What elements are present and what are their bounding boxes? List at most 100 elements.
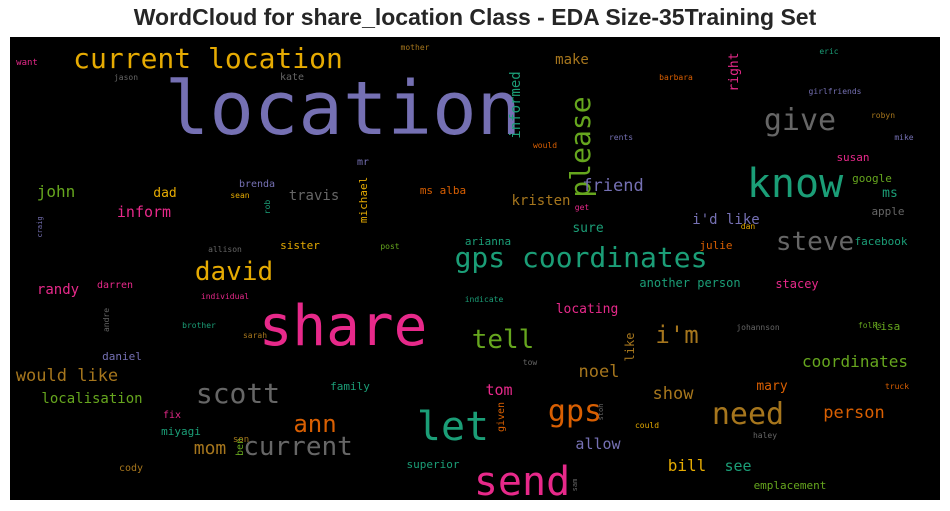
word-cody: cody [119,463,143,474]
word-sister: sister [280,239,320,252]
word-facebook: facebook [855,235,908,248]
word-mother: mother [401,43,430,52]
word-michael: michael [357,177,370,223]
word-ann: ann [293,410,336,438]
word-girlfriends: girlfriends [809,87,862,96]
word-give: give [764,103,836,138]
word-brother: brother [182,321,216,330]
word-craig: craig [36,216,44,237]
word-let: let [417,404,489,450]
word-allow: allow [575,435,621,453]
word-right: right [727,52,742,91]
word-mom: mom [194,438,227,459]
word-scott: scott [196,377,280,410]
word-allison: allison [208,245,242,254]
word-rents: rents [609,133,633,142]
word-sean: sean [230,191,249,200]
word-would: would [533,141,557,150]
word-superior: superior [407,458,460,471]
word-indicate: indicate [465,295,504,304]
word-want: want [16,58,38,68]
word-steve: steve [776,227,854,257]
word-julie: julie [699,239,732,252]
word-tell: tell [472,325,535,355]
word-jason: jason [114,73,138,82]
word-bill: bill [668,456,707,475]
word-please: please [564,96,597,197]
word-randy: randy [37,282,79,298]
word-sam: sam [571,479,579,492]
word-share: share [259,294,428,359]
word-tow: tow [523,358,538,367]
word-person: person [823,403,884,423]
word-cloud-background [10,37,940,500]
word-i-d-like: i'd like [692,212,759,228]
word-tom: tom [485,381,512,399]
word-john: john [37,182,76,201]
word-haley: haley [753,431,777,440]
word-post: post [380,242,399,251]
word-ben: ben [235,438,246,456]
word-truck: truck [885,382,909,391]
word-gps: gps [548,394,602,429]
word-ms-alba: ms alba [420,184,466,197]
word-would-like: would like [16,366,118,386]
word-individual: individual [201,292,249,301]
word-dan: dan [741,222,756,231]
word-daniel: daniel [102,350,142,363]
word-rob: rob [263,200,272,215]
word-google: google [852,172,892,185]
word-sarah: sarah [243,331,267,340]
word-localisation: localisation [41,391,142,407]
word-ms: ms [882,186,898,201]
word-mr: mr [357,157,369,168]
word-stoh: stoh [597,404,605,421]
word-mike: mike [894,133,913,142]
word-eric: eric [819,47,838,56]
word-susan: susan [836,151,869,164]
word-friend: friend [582,176,643,196]
word-miyagi: miyagi [161,425,201,438]
word-mary: mary [756,379,787,394]
word-like: like [623,333,637,362]
word-dad: dad [153,186,176,201]
word-lisa: lisa [874,320,901,333]
word-i-m: i'm [655,321,698,349]
word-kristen: kristen [511,193,570,209]
word-another-person: another person [639,276,740,290]
word-stacey: stacey [775,277,818,291]
word-emplacement: emplacement [754,479,827,492]
word-robyn: robyn [871,111,895,120]
word-show: show [653,384,695,404]
word-coordinates: coordinates [802,352,908,371]
word-need: need [712,397,784,432]
word-given: given [496,402,507,432]
word-could: could [635,421,659,430]
word-andre: andre [102,308,111,332]
word-inform: inform [117,203,171,221]
word-gps-coordinates: gps coordinates [455,241,708,274]
word-informed: informed [508,71,524,138]
word-brenda: brenda [239,179,275,190]
word-noel: noel [579,362,620,382]
word-family: family [330,380,370,393]
word-folks: folks [858,321,882,330]
word-location: location [165,66,521,152]
word-current-location: current location [73,42,343,75]
word-apple: apple [871,205,904,218]
word-barbara: barbara [659,73,693,82]
word-sure: sure [572,221,603,236]
word-see: see [724,457,751,475]
word-locating: locating [556,302,619,317]
word-cloud-words: location share know send let need gps current l… [16,42,914,500]
word-fix: fix [163,410,181,421]
word-send: send [474,459,570,500]
word-son: son [233,435,249,445]
word-current: current [243,432,353,462]
word-david: david [195,257,273,287]
word-darren: darren [97,280,133,291]
word-know: know [747,161,844,207]
word-johannson: johannson [736,323,780,332]
word-travis: travis [289,188,340,204]
word-cloud: location share know send let need gps current l… [10,37,940,500]
